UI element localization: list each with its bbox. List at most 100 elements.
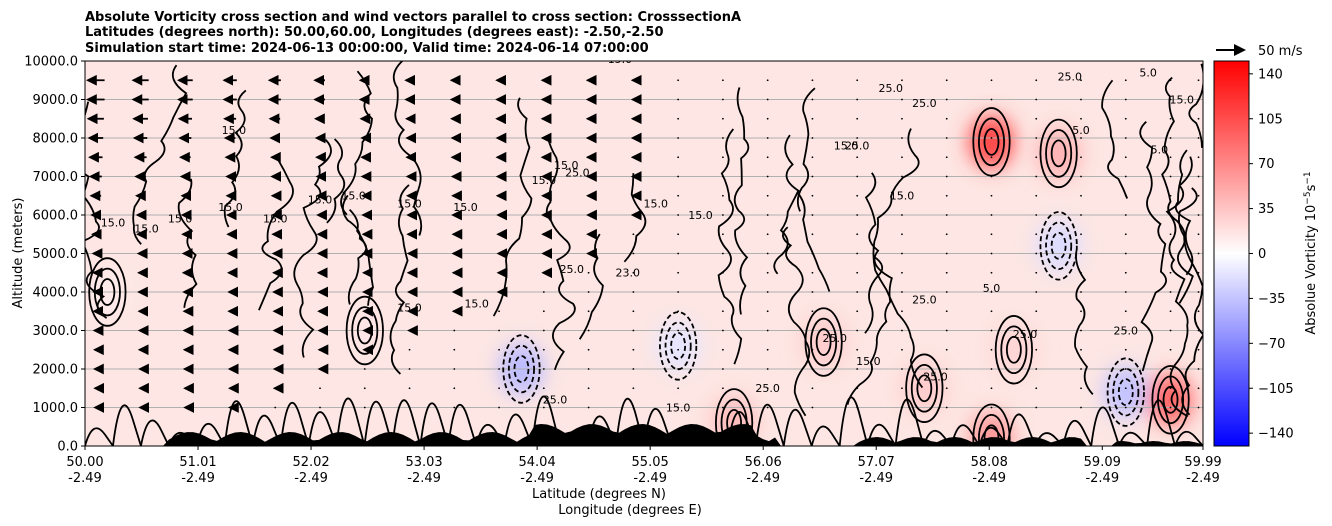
contour-line	[643, 408, 673, 446]
contour-label: 15.0	[134, 222, 159, 235]
wind-dot	[498, 348, 500, 351]
wind-dot	[721, 156, 724, 159]
wind-dot	[766, 310, 769, 313]
terrain	[85, 424, 1203, 446]
contour-label: 25.0	[565, 167, 590, 180]
wind-dot	[1124, 252, 1127, 255]
wind-dot	[901, 329, 903, 332]
x-tick-label-lat: 54.04	[519, 455, 556, 470]
wind-dot	[901, 98, 903, 101]
wind-dot	[542, 329, 545, 332]
wind-dot	[677, 233, 680, 236]
wind-dot	[901, 271, 903, 274]
contour-label: 15.0	[341, 190, 366, 203]
wind-dot	[721, 368, 724, 370]
wind-dot	[1197, 406, 1200, 409]
contour-line	[615, 397, 645, 446]
wind-dot	[990, 175, 993, 178]
wind-dot	[766, 156, 769, 159]
wind-dot	[901, 252, 903, 255]
wind-dot	[901, 156, 903, 159]
y-axis: 0.0 1000.0 2000.0 3000.0 4000.0 5000.0 6000.0 7…	[24, 55, 85, 455]
y-tick-label: 7000.0	[33, 170, 79, 185]
wind-dot	[498, 368, 500, 370]
wind-dot	[811, 156, 814, 159]
wind-dot	[587, 406, 590, 409]
contour-label: 25.0	[1114, 324, 1139, 337]
contour-label: 15.0	[308, 193, 333, 206]
wind-dot	[945, 387, 948, 390]
wind-dot	[1124, 156, 1127, 159]
wind-dot	[677, 79, 680, 82]
x-tick-label-lat: 59.99	[1184, 455, 1221, 470]
contour-loop	[714, 388, 754, 446]
quiver-key: 50 m/s	[1216, 44, 1303, 59]
wind-dot	[856, 214, 859, 216]
wind-dot	[1197, 368, 1200, 370]
contour-line	[1062, 419, 1093, 446]
x-tick-label-lon: -2.49	[633, 471, 667, 486]
wind-dot	[587, 291, 590, 293]
contour-line	[140, 419, 170, 446]
x-tick-label-lon: -2.49	[68, 471, 102, 486]
contour-label: 15.0	[608, 53, 633, 66]
chart-title-line-3: Simulation start time: 2024-06-13 00:00:…	[85, 41, 649, 56]
wind-dot	[856, 291, 859, 293]
wind-dot	[363, 387, 366, 390]
wind-dot	[945, 214, 948, 216]
contour-label: 5.0	[1072, 124, 1090, 137]
wind-dot	[1124, 137, 1127, 139]
wind-dot	[990, 233, 993, 236]
colorbar-label-unit: s	[1304, 184, 1319, 191]
contour-line	[223, 89, 247, 228]
contour-label: 15.0	[453, 201, 478, 214]
contour-label: 25.0	[912, 97, 937, 110]
contour-label: 25.0	[823, 332, 848, 345]
contour-loop	[815, 328, 832, 356]
contour-label: 25.0	[879, 82, 904, 95]
contour-line	[773, 134, 800, 275]
wind-dot	[1124, 214, 1127, 216]
contour-line	[531, 395, 562, 446]
wind-dot	[677, 98, 680, 101]
wind-dot	[587, 329, 590, 332]
contour-line	[726, 411, 757, 446]
wind-dot	[1035, 310, 1038, 313]
wind-dot	[677, 156, 680, 159]
wind-dot	[945, 117, 948, 120]
wind-dot	[1080, 291, 1082, 293]
wind-dot	[1169, 156, 1172, 159]
wind-dot	[453, 406, 456, 409]
colorbar-tick-label: −140	[1258, 427, 1294, 442]
contour-line	[335, 397, 366, 446]
y-tick-label: 2000.0	[33, 363, 79, 378]
wind-dot	[319, 387, 321, 390]
contour-loop	[88, 257, 127, 327]
x-tick-label-lon: -2.49	[746, 471, 780, 486]
wind-dot	[721, 310, 724, 313]
wind-dot	[945, 252, 948, 255]
contour-line	[1118, 431, 1149, 446]
contour-line	[545, 137, 576, 371]
wind-dot	[632, 348, 635, 351]
colorbar-gradient	[1213, 60, 1250, 447]
wind-dot	[453, 368, 456, 370]
wind-dot	[1124, 98, 1127, 101]
wind-dot	[990, 387, 993, 390]
contour-line	[195, 422, 226, 446]
contour-label: 15.0	[168, 213, 193, 226]
y-tick-label: 9000.0	[33, 93, 79, 108]
wind-dot	[677, 194, 680, 197]
contour-line	[1161, 76, 1194, 304]
y-tick-label: 3000.0	[33, 324, 79, 339]
x-tick-label-lat: 58.08	[971, 455, 1008, 470]
wind-dot	[1035, 79, 1038, 82]
wind-dot	[498, 387, 500, 390]
contour-label: 15.0	[464, 297, 489, 310]
contour-label: 25.0	[1058, 70, 1083, 83]
wind-dot	[721, 252, 724, 255]
colorbar-label-unit-exp: −1	[1303, 171, 1313, 184]
wind-dot	[1124, 348, 1127, 351]
wind-dot	[1169, 117, 1172, 120]
wind-dot	[945, 271, 948, 274]
